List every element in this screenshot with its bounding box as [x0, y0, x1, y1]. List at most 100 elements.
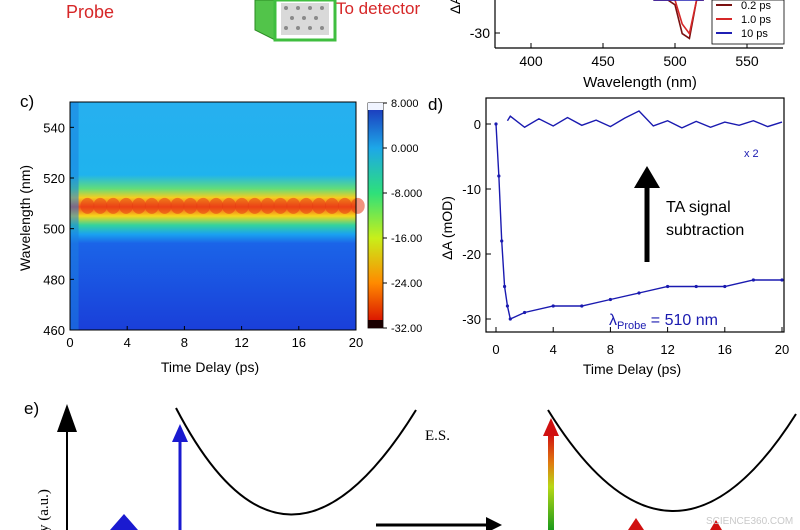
spectra-panel: ΔA -30 400 450 500 550 Wavelength (nm) 0.2 …	[447, 0, 785, 91]
heatmap-max-cell	[119, 197, 134, 214]
kinetics-ylabel: ΔA (mOD)	[439, 196, 455, 260]
excited-state-label: E.S.	[425, 428, 450, 444]
kinetics-xlabel: Time Delay (ps)	[583, 361, 681, 377]
kinetics-xtick-label: 8	[607, 342, 614, 357]
heatmap-xtick-label: 0	[66, 335, 73, 350]
heatmap-panel: c) 460 480 500 520 540 0 4 8 12 16 20 Time Delay …	[17, 92, 422, 375]
colorbar: 8.000 0.000 -8.000 -16.00 -24.00 -32.00	[367, 98, 422, 335]
energy-axis-label: y (a.u.)	[36, 489, 52, 530]
spectra-xtick-label: 450	[591, 53, 615, 69]
heatmap-ytick-label: 480	[43, 272, 65, 287]
heatmap-max-cell	[80, 197, 95, 214]
excited-state-curve-1	[175, 407, 417, 516]
kinetics-subtracted-trace	[506, 110, 783, 129]
heatmap-max-cell	[170, 197, 185, 214]
setup-illustration: Probe To detector	[66, 0, 420, 42]
transfer-arrow	[376, 517, 502, 530]
kinetics-raw-trace	[495, 123, 782, 320]
spectra-ylabel: ΔA	[447, 0, 463, 14]
probe-wavelength-label: λProbe = 510 nm	[609, 312, 718, 332]
heatmap-max-cell	[286, 197, 301, 214]
colorbar-tick-label: -8.000	[391, 188, 422, 200]
colorbar-tick-label: 8.000	[391, 98, 419, 110]
colorbar-tick-label: -16.00	[391, 233, 422, 245]
heatmap-xtick-label: 16	[292, 335, 306, 350]
heatmap-xtick-label: 20	[349, 335, 363, 350]
sample-cube	[254, 0, 337, 42]
heatmap-field	[70, 102, 356, 330]
heatmap-ytick-label: 460	[43, 323, 65, 338]
red-marker-1	[628, 518, 644, 530]
spectra-xtick-label: 500	[663, 53, 687, 69]
heatmap-x-ticks: 0 4 8 12 16 20	[66, 326, 363, 350]
heatmap-max-cell	[312, 197, 327, 214]
heatmap-ylabel: Wavelength (nm)	[17, 165, 33, 271]
blue-excitation-arrow	[172, 424, 188, 530]
kinetics-x-ticks: 0 4 8 12 16 20	[492, 327, 789, 357]
kinetics-xtick-label: 20	[775, 342, 789, 357]
heatmap-max-cell	[93, 197, 108, 214]
colorbar-tick-label: -24.00	[391, 278, 422, 290]
panel-e-label: e)	[24, 399, 39, 418]
kinetics-xtick-label: 0	[492, 342, 499, 357]
kinetics-ytick-label: 0	[474, 117, 481, 132]
heatmap-max-cell	[209, 197, 224, 214]
detector-label: To detector	[336, 0, 420, 18]
probe-gradient-arrow	[543, 418, 559, 530]
panel-c-label: c)	[20, 92, 34, 111]
spectra-xlabel: Wavelength (nm)	[583, 74, 697, 91]
spectra-x-ticks: 400 450 500 550	[519, 43, 759, 69]
kinetics-y-ticks: 0 -10 -20 -30	[462, 117, 491, 327]
kinetics-ytick-label: -30	[462, 312, 481, 327]
heatmap-max-cell	[273, 197, 288, 214]
legend-label: 10 ps	[741, 28, 768, 40]
heatmap-max-cell	[157, 197, 172, 214]
legend-label: 1.0 ps	[741, 14, 771, 26]
spectra-curves	[653, 0, 704, 40]
red-marker-2	[710, 520, 722, 530]
heatmap-max-cell	[144, 197, 159, 214]
spectra-xtick-label: 550	[735, 53, 759, 69]
heatmap-max-cell	[324, 197, 339, 214]
colorbar-tick-label: 0.000	[391, 143, 419, 155]
heatmap-xtick-label: 8	[181, 335, 188, 350]
legend-label: 0.2 ps	[741, 0, 771, 12]
watermark: SCIENCE360.COM	[706, 516, 793, 527]
kinetics-xtick-label: 16	[718, 342, 732, 357]
energy-axis	[57, 404, 77, 530]
subtraction-arrow	[634, 166, 660, 262]
heatmap-xtick-label: 4	[124, 335, 131, 350]
heatmap-max-cell	[247, 197, 262, 214]
heatmap-max-cell	[183, 197, 198, 214]
heatmap-max-cell	[260, 197, 275, 214]
heatmap-max-cell	[196, 197, 211, 214]
heatmap-early-band	[70, 102, 79, 330]
heatmap-max-cell	[131, 197, 146, 214]
heatmap-feature	[70, 102, 365, 330]
spectra-ytick: -30	[470, 25, 490, 41]
scale-note: x 2	[744, 148, 759, 160]
spectrum-line	[653, 0, 704, 36]
annotation-line-1: TA signal	[666, 199, 731, 216]
heatmap-max-cell	[234, 197, 249, 214]
probe-label: Probe	[66, 2, 114, 22]
kinetics-panel: d) 0-10-20-30 0 4 8 12 16 20 Time Delay (ps) …	[428, 95, 789, 377]
panel-d-label: d)	[428, 95, 443, 114]
kinetics-ytick-label: -10	[462, 182, 481, 197]
heatmap-xtick-label: 12	[234, 335, 248, 350]
heatmap-y-ticks: 460 480 500 520 540	[43, 120, 74, 338]
spectra-xtick-label: 400	[519, 53, 543, 69]
kinetics-traces	[494, 110, 784, 321]
annotation-line-2: subtraction	[666, 222, 744, 239]
heatmap-max-cell	[106, 197, 121, 214]
blue-diamond-marker	[110, 514, 138, 530]
excited-state-curve-2	[547, 409, 797, 512]
kinetics-xtick-label: 12	[660, 342, 674, 357]
spectrum-line	[653, 0, 704, 40]
spectra-legend: 0.2 ps 1.0 ps 10 ps	[711, 0, 785, 45]
heatmap-ytick-label: 500	[43, 222, 65, 237]
heatmap-max-cell	[337, 197, 352, 214]
colorbar-tick-label: -32.00	[391, 323, 422, 335]
kinetics-xtick-label: 4	[550, 342, 557, 357]
